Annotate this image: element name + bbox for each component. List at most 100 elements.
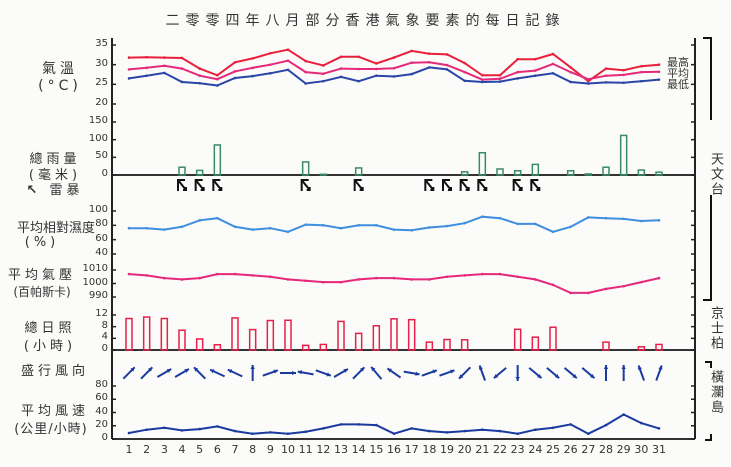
wind-speed-line-point xyxy=(357,423,360,426)
temp-max-line-point xyxy=(604,67,608,70)
sunshine-bar xyxy=(354,332,363,351)
temp-min-line-point xyxy=(622,81,625,85)
temp-min-line-point xyxy=(604,81,608,84)
temp-mean-line-point xyxy=(251,66,254,70)
waglan-bracket-bottom xyxy=(705,434,712,441)
humidity-line-point xyxy=(604,216,608,220)
wind-arrow-icon xyxy=(166,369,172,373)
day-label: 21 xyxy=(475,443,490,456)
wind-arrow-icon xyxy=(130,367,135,372)
sunshine-bar xyxy=(407,318,416,351)
thunderstorm-icon xyxy=(459,179,470,191)
pressure-line-point xyxy=(463,274,466,277)
thunderstorm-icon xyxy=(512,179,523,191)
temp-mean-line-point xyxy=(357,67,360,71)
pressure-line-point xyxy=(657,276,661,280)
humidity-tick-label: 40 xyxy=(95,247,108,258)
humidity-line-point xyxy=(481,215,484,219)
rainfall-bar xyxy=(566,170,575,176)
wind-speed-line-point xyxy=(198,427,201,431)
temp-max-line-point xyxy=(445,53,449,56)
wind-arrow-icon xyxy=(478,365,483,370)
temp-min-line-point xyxy=(498,80,502,83)
pressure-line-point xyxy=(375,276,378,280)
day-label: 30 xyxy=(634,443,649,456)
wind-speed-line-point xyxy=(322,427,325,430)
thunderstorm-icon: ↖ xyxy=(26,183,42,198)
temp-mean-line-point xyxy=(551,62,555,66)
rainfall-bar xyxy=(460,171,469,176)
rainfall-tick-label: 150 xyxy=(88,115,108,126)
humidity-unit: (%) xyxy=(24,235,60,250)
wind-speed-line-point xyxy=(622,413,625,416)
temp-max-line-point xyxy=(304,59,307,63)
humidity-line-point xyxy=(357,224,360,227)
temp-max-line-point xyxy=(198,67,201,70)
rainfall-bar xyxy=(301,161,310,176)
temp-mean-line-point xyxy=(180,67,184,70)
temp-min-line-point xyxy=(251,74,254,78)
day-label: 27 xyxy=(581,443,596,456)
pressure-line-point xyxy=(534,278,537,281)
pressure-line-point xyxy=(180,278,184,281)
wind-speed-line-point xyxy=(375,423,378,427)
day-label: 15 xyxy=(369,443,384,456)
pressure-line-point xyxy=(269,275,272,279)
temp-max-line-point xyxy=(339,55,343,59)
sunshine-bar xyxy=(460,339,469,351)
thunderstorm-icon xyxy=(177,179,187,191)
temp-mean-line-point xyxy=(163,64,166,68)
pressure-line-point xyxy=(551,283,555,287)
rainfall-bar xyxy=(531,163,540,176)
temperature-unit: (°C) xyxy=(38,78,82,94)
temperature-tick-label: 35 xyxy=(95,38,108,49)
wind-arrow-icon xyxy=(297,370,303,375)
temp-max-line-point xyxy=(498,73,502,77)
temp-min-line-point xyxy=(216,84,219,87)
temp-min-line-point xyxy=(180,80,184,84)
wind-arrow-icon xyxy=(273,369,278,374)
day-label: 4 xyxy=(178,443,186,456)
wind-speed-line-point xyxy=(392,432,396,436)
temp-mean-line-point xyxy=(640,70,643,74)
day-label: 8 xyxy=(249,443,257,456)
chart-title: 二零零四年八月部分香港氣象要素的每日記錄 xyxy=(165,13,566,29)
day-label: 12 xyxy=(316,443,331,456)
temp-min-line-point xyxy=(304,82,307,85)
sunshine-label: 總日照 xyxy=(24,321,76,336)
wind-speed-line-point xyxy=(233,429,237,433)
day-label: 24 xyxy=(528,443,543,456)
day-label: 7 xyxy=(231,443,239,456)
wind-speed-line-point xyxy=(428,429,431,433)
day-label: 25 xyxy=(546,443,560,456)
wind-speed-line-point xyxy=(587,432,590,436)
temp-min-line-point xyxy=(127,77,131,80)
rainfall-bar xyxy=(513,170,522,176)
day-label: 14 xyxy=(351,443,366,456)
rainfall-tick-label: 50 xyxy=(95,150,108,162)
sunshine-unit: (小時) xyxy=(23,339,77,354)
humidity-line-point xyxy=(428,226,431,229)
day-label: 11 xyxy=(298,443,313,456)
wind-arrow-icon xyxy=(194,367,199,372)
humidity-line-point xyxy=(216,216,219,220)
sunshine-bar xyxy=(248,328,257,351)
temp-max-line-point xyxy=(322,64,325,67)
sunshine-bar xyxy=(637,346,646,351)
pressure-line-point xyxy=(428,278,431,281)
day-label: 18 xyxy=(422,443,437,456)
pressure-line-point xyxy=(304,279,307,283)
pressure-line-point xyxy=(445,275,449,279)
humidity-line-point xyxy=(233,225,237,229)
rainfall-bar xyxy=(213,144,222,176)
temp-mean-line-point xyxy=(339,67,343,70)
temp-max-line-point xyxy=(463,61,466,65)
temp-min-line-point xyxy=(410,72,413,76)
temp-max-line-point xyxy=(216,73,219,77)
wind-arrow-icon xyxy=(250,365,255,369)
wind-speed-tick-label: 20 xyxy=(95,418,108,430)
temp-mean-line-point xyxy=(622,73,625,77)
humidity-line-point xyxy=(410,229,413,232)
legend-mean: 平均 xyxy=(667,67,689,80)
sunshine-bar xyxy=(266,319,275,351)
